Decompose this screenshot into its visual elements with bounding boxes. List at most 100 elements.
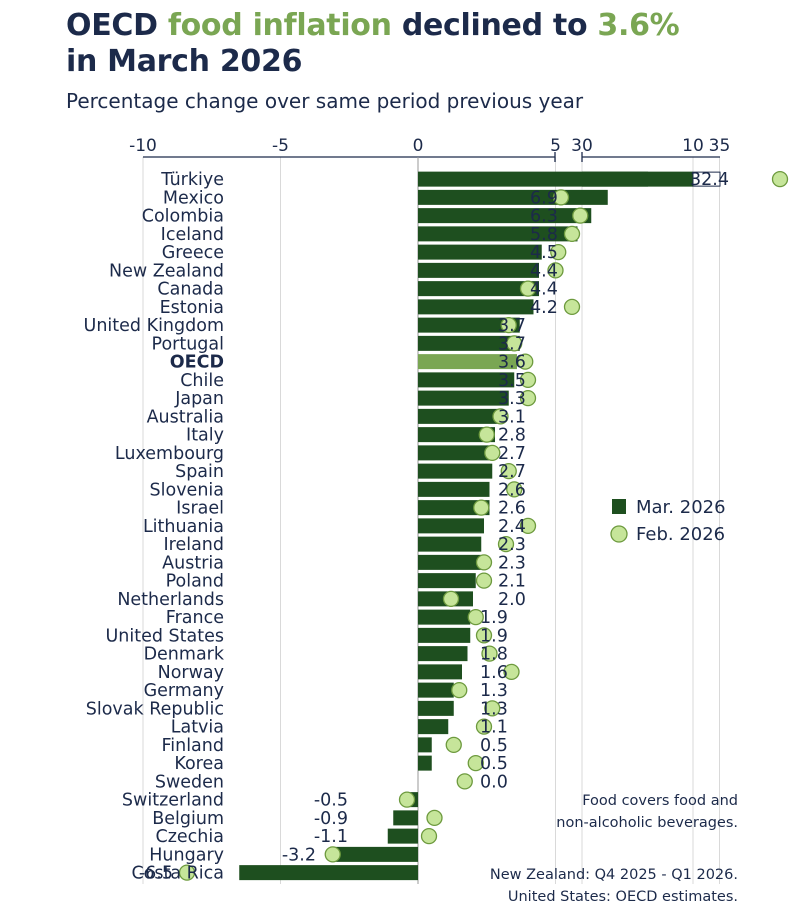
- bar: [418, 627, 471, 643]
- legend-label-feb: Feb. 2026: [636, 524, 725, 545]
- category-label: Australia: [147, 407, 224, 427]
- bar: [418, 481, 490, 497]
- bar: [418, 171, 693, 187]
- value-label: -1.1: [314, 827, 348, 847]
- value-label: 3.1: [498, 407, 526, 427]
- category-label: Switzerland: [122, 791, 224, 811]
- bar: [418, 226, 578, 242]
- x-tick-label: 30: [571, 136, 593, 156]
- bar: [418, 700, 454, 716]
- value-label: -6.5: [139, 864, 173, 884]
- value-label: 1.6: [480, 663, 508, 683]
- feb-dot: [500, 316, 517, 334]
- category-label: Canada: [157, 280, 224, 300]
- feb-dot: [519, 280, 537, 297]
- value-label: 1.1: [480, 718, 508, 738]
- value-label: 2.0: [498, 590, 526, 610]
- category-label: Netherlands: [117, 590, 224, 610]
- feb-dots: [178, 170, 789, 881]
- category-label: Poland: [166, 572, 224, 592]
- feb-dot: [517, 353, 534, 370]
- value-label: 2.3: [498, 535, 526, 555]
- feb-dot: [467, 754, 484, 772]
- bar: [418, 445, 493, 461]
- category-label: Ireland: [163, 535, 224, 555]
- x-tick-label: 10: [682, 136, 704, 156]
- category-label: Israel: [176, 499, 224, 519]
- feb-dot: [497, 535, 515, 553]
- title-part2: declined to: [391, 8, 598, 43]
- value-label: 2.7: [498, 444, 526, 464]
- title-highlight-food-inflation: food inflation: [167, 8, 392, 43]
- note-us: United States: OECD estimates.: [507, 889, 738, 905]
- bar: [418, 682, 454, 698]
- value-label: 4.4: [530, 261, 558, 281]
- value-label: 2.4: [498, 517, 526, 537]
- value-label: 6.3: [530, 207, 558, 227]
- bar: [418, 372, 515, 388]
- bar: [418, 573, 476, 589]
- category-label: United States: [105, 626, 224, 646]
- bar: [418, 755, 432, 771]
- feb-dot: [475, 554, 493, 571]
- bar: [418, 518, 484, 534]
- value-label: 3.7: [498, 334, 526, 354]
- feb-dot: [506, 335, 523, 352]
- value-label: 2.8: [498, 426, 526, 446]
- bar: [418, 554, 482, 570]
- bar: [418, 408, 504, 424]
- bars: [239, 171, 721, 881]
- category-label: Türkiye: [160, 170, 224, 190]
- bar: [418, 335, 520, 351]
- bar: [418, 500, 490, 516]
- category-label: Lithuania: [143, 517, 224, 537]
- category-label: Belgium: [152, 809, 224, 829]
- feb-dot: [484, 444, 501, 462]
- bar: [418, 299, 534, 315]
- category-label: OECD: [170, 353, 224, 373]
- feb-dot: [506, 481, 523, 498]
- category-label: Latvia: [171, 718, 224, 738]
- bar: [418, 536, 482, 552]
- feb-dot: [478, 426, 495, 443]
- category-label: Austria: [162, 553, 224, 573]
- x-tick-label: -10: [129, 136, 157, 156]
- value-label: 2.6: [498, 480, 526, 500]
- category-label: Colombia: [142, 207, 224, 227]
- bar: [418, 189, 608, 205]
- category-label: Estonia: [160, 298, 224, 318]
- feb-dot: [442, 590, 460, 608]
- category-label: Slovak Republic: [86, 699, 224, 719]
- category-label: Portugal: [152, 334, 224, 354]
- bar: [393, 810, 418, 826]
- category-label: Korea: [174, 754, 224, 774]
- value-label: 1.9: [480, 626, 508, 646]
- feb-dot: [445, 736, 462, 754]
- category-label: Denmark: [144, 645, 225, 665]
- x-tick-label: -5: [272, 136, 289, 156]
- value-label: 3.3: [498, 389, 526, 409]
- feb-dot: [420, 827, 438, 845]
- bar: [330, 846, 418, 862]
- feb-dot: [324, 846, 341, 863]
- category-label: United Kingdom: [84, 316, 224, 336]
- note-nz: New Zealand: Q4 2025 - Q1 2026.: [489, 867, 738, 883]
- feb-dot: [484, 700, 501, 717]
- title-line2: in March 2026: [66, 44, 303, 79]
- bar: [418, 664, 462, 680]
- bar: [418, 463, 493, 479]
- category-label: Finland: [161, 736, 224, 756]
- x-tick-label: 0: [413, 136, 424, 156]
- legend-swatch-feb: [610, 525, 628, 543]
- legend-label-mar: Mar. 2026: [636, 497, 726, 518]
- feb-dot: [572, 207, 589, 224]
- bar: [418, 262, 539, 278]
- category-label: Iceland: [161, 225, 224, 245]
- feb-dot: [475, 718, 493, 735]
- legend-swatch-mar: [612, 499, 626, 514]
- bar: [418, 208, 592, 224]
- value-label: 2.6: [498, 499, 526, 519]
- bar-break: [692, 171, 721, 187]
- category-label: Hungary: [149, 845, 224, 865]
- category-label: New Zealand: [109, 261, 224, 281]
